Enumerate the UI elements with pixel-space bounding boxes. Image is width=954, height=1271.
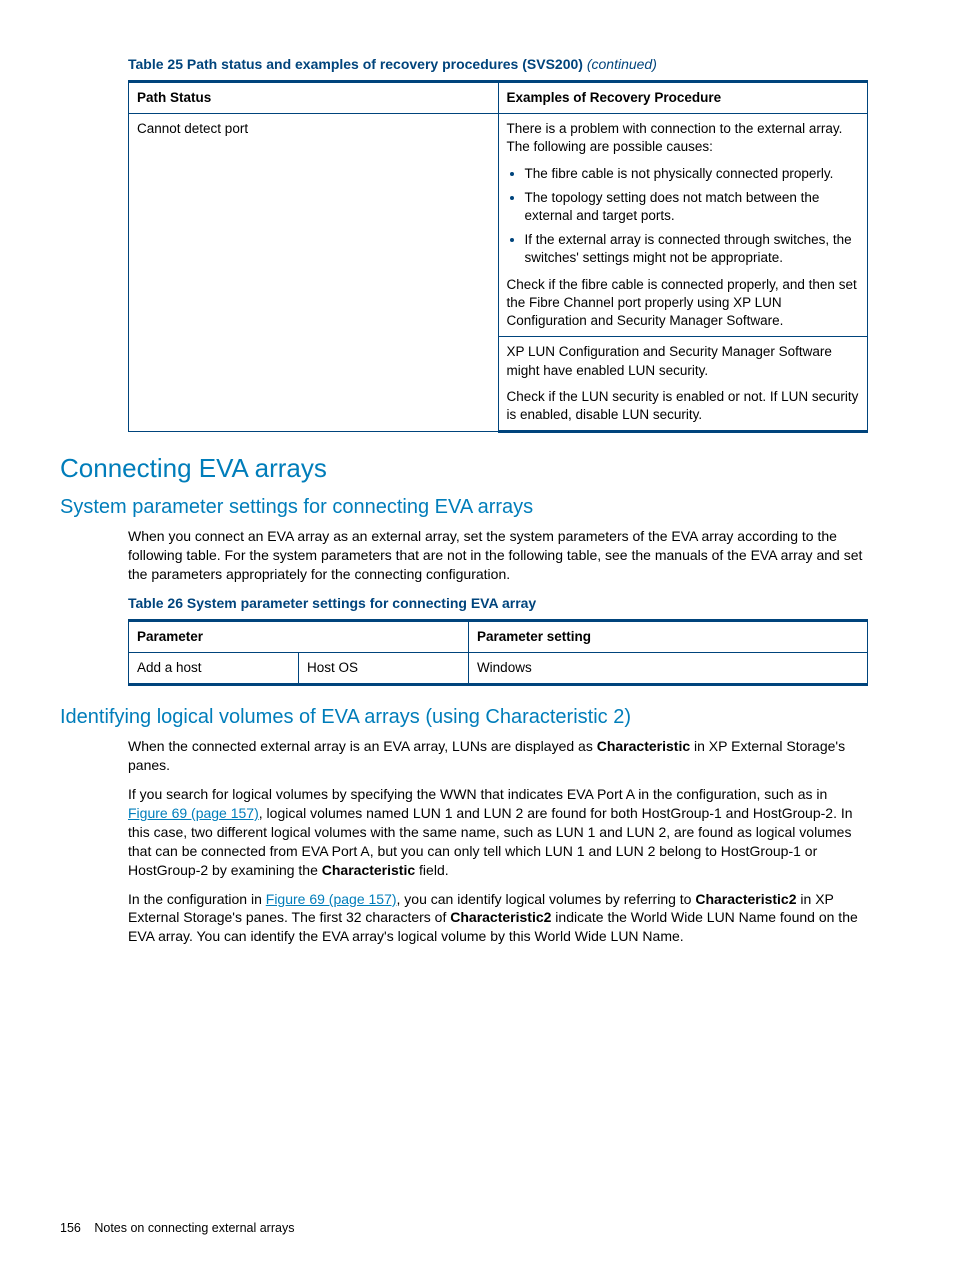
table25-row1-intro: There is a problem with connection to th… xyxy=(507,120,860,156)
table25-header-status: Path Status xyxy=(129,81,499,113)
table26-c2: Host OS xyxy=(298,653,468,685)
table25-row2-p1: XP LUN Configuration and Security Manage… xyxy=(507,343,860,379)
heading-identifying-volumes: Identifying logical volumes of EVA array… xyxy=(60,704,894,731)
table25-row1-bullet2: The topology setting does not match betw… xyxy=(525,189,860,225)
table25-row1-bullet1: The fibre cable is not physically connec… xyxy=(525,165,860,183)
heading-connecting-eva: Connecting EVA arrays xyxy=(60,451,894,486)
table26-caption: Table 26 System parameter settings for c… xyxy=(128,594,894,613)
table26-c3: Windows xyxy=(468,653,867,685)
section1-para: When you connect an EVA array as an exte… xyxy=(128,527,868,584)
table25: Path Status Examples of Recovery Procedu… xyxy=(128,80,868,433)
section2-p2: If you search for logical volumes by spe… xyxy=(128,785,868,879)
table26-header-setting: Parameter setting xyxy=(468,620,867,652)
table25-caption: Table 25 Path status and examples of rec… xyxy=(128,55,894,74)
table25-caption-text: Table 25 Path status and examples of rec… xyxy=(128,56,583,72)
table25-row2-p2: Check if the LUN security is enabled or … xyxy=(507,388,860,424)
table25-row2-recovery: XP LUN Configuration and Security Manage… xyxy=(498,337,868,432)
table25-row1-list: The fibre cable is not physically connec… xyxy=(507,165,860,268)
table26: Parameter Parameter setting Add a host H… xyxy=(128,619,868,686)
table25-row1-recovery: There is a problem with connection to th… xyxy=(498,114,868,337)
table26-c1: Add a host xyxy=(129,653,299,685)
table25-row1-outro: Check if the fibre cable is connected pr… xyxy=(507,276,860,331)
section2-p1: When the connected external array is an … xyxy=(128,737,868,775)
table25-caption-continued: (continued) xyxy=(587,56,657,72)
page-number: 156 xyxy=(60,1221,81,1235)
table25-row1-status: Cannot detect port xyxy=(129,114,499,432)
page-footer: 156 Notes on connecting external arrays xyxy=(60,1220,294,1237)
figure69-link-2[interactable]: Figure 69 (page 157) xyxy=(266,891,397,907)
figure69-link-1[interactable]: Figure 69 (page 157) xyxy=(128,805,259,821)
section2-p3: In the configuration in Figure 69 (page … xyxy=(128,890,868,947)
table26-header-param: Parameter xyxy=(129,620,469,652)
table25-row1-bullet3: If the external array is connected throu… xyxy=(525,231,860,267)
table25-header-recovery: Examples of Recovery Procedure xyxy=(498,81,868,113)
heading-system-params: System parameter settings for connecting… xyxy=(60,494,894,521)
footer-title: Notes on connecting external arrays xyxy=(94,1221,294,1235)
